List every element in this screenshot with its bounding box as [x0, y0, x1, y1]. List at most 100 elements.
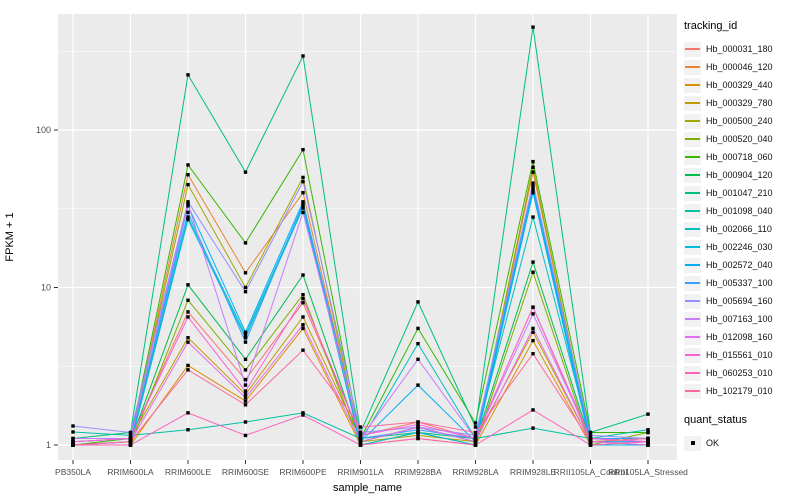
legend-item-label: Hb_000046_120	[706, 62, 773, 72]
data-point	[646, 412, 650, 416]
data-point	[301, 54, 305, 58]
data-point	[301, 348, 305, 352]
data-point	[71, 430, 75, 434]
data-point	[531, 312, 535, 316]
data-point	[531, 305, 535, 309]
legend-item: Hb_012098_160	[684, 328, 798, 346]
legend-panel: tracking_id Hb_000031_180 Hb_000046_120 Hb…	[684, 20, 798, 452]
legend-item-label: Hb_002246_030	[706, 242, 773, 252]
x-tick-label: RRIM928BA	[394, 467, 442, 477]
data-point	[531, 181, 535, 185]
data-point	[243, 368, 248, 372]
legend-item: Hb_102179_010	[684, 382, 798, 400]
data-point	[301, 323, 305, 327]
data-point	[588, 443, 593, 447]
data-point	[301, 413, 305, 417]
legend-item: Hb_000031_180	[684, 40, 798, 58]
x-tick-label: RRIM600LA	[107, 467, 154, 477]
data-point	[646, 439, 650, 444]
data-point	[128, 433, 133, 438]
data-point	[531, 190, 535, 195]
data-point	[243, 290, 248, 294]
data-point	[531, 270, 535, 274]
data-point	[301, 326, 305, 331]
data-point	[416, 326, 420, 331]
x-tick-label: RRII105LA_Stressed	[608, 467, 688, 477]
legend-key-swatch	[684, 221, 701, 237]
data-point	[531, 159, 535, 164]
data-point	[416, 420, 420, 424]
data-point	[646, 430, 650, 435]
legend-item-label: Hb_000718_060	[706, 152, 773, 162]
data-point	[301, 210, 305, 215]
data-point	[531, 426, 535, 430]
series-color-line-icon	[685, 66, 700, 68]
legend-item: Hb_002572_040	[684, 256, 798, 274]
y-axis-title: FPKM + 1	[4, 212, 16, 261]
data-point	[301, 200, 305, 204]
legend-key-swatch	[684, 59, 701, 75]
legend-item-label: Hb_001098_040	[706, 206, 773, 216]
data-point	[243, 241, 248, 245]
series-color-line-icon	[685, 372, 700, 374]
data-point	[646, 428, 650, 432]
black-point-icon	[690, 441, 695, 445]
legend-key-swatch	[684, 167, 701, 183]
legend-item: Hb_015561_010	[684, 346, 798, 364]
data-point	[301, 293, 305, 297]
data-point	[186, 215, 190, 219]
data-point	[531, 165, 535, 169]
legend-item-label: Hb_060253_010	[706, 368, 773, 378]
series-color-line-icon	[685, 210, 700, 212]
data-point	[531, 351, 535, 356]
data-point	[186, 210, 190, 215]
data-point	[186, 368, 190, 372]
series-color-line-icon	[685, 354, 700, 356]
legend-item-label: Hb_015561_010	[706, 350, 773, 360]
data-point	[646, 443, 650, 447]
legend-item: Hb_007163_100	[684, 310, 798, 328]
data-point	[301, 147, 305, 152]
data-point	[301, 175, 305, 180]
data-point	[531, 184, 535, 188]
legend-item-ok: OK	[684, 434, 798, 452]
series-color-line-icon	[685, 48, 700, 50]
legend-key-swatch	[684, 311, 701, 327]
data-point	[416, 430, 420, 435]
data-point	[416, 357, 420, 362]
legend-item: Hb_002066_110	[684, 220, 798, 238]
data-point	[243, 377, 248, 382]
data-point	[243, 271, 248, 275]
y-tick-label: 1	[46, 440, 51, 450]
legend-item-label: OK	[706, 438, 720, 448]
data-point	[301, 206, 305, 210]
data-point	[301, 179, 305, 184]
legend-key-swatch	[684, 383, 701, 399]
data-point	[71, 439, 75, 444]
data-point	[186, 310, 190, 314]
data-point	[186, 173, 190, 177]
data-point	[416, 425, 420, 429]
legend-item-label: Hb_102179_010	[706, 386, 773, 396]
data-point	[186, 340, 190, 344]
data-point	[301, 411, 305, 415]
legend-item-label: Hb_002572_040	[706, 260, 773, 270]
data-point	[301, 301, 305, 305]
legend-item: Hb_060253_010	[684, 364, 798, 382]
data-point	[71, 436, 75, 441]
data-point	[646, 436, 650, 441]
x-tick-label: RRIM600LE	[165, 467, 212, 477]
x-tick-label: RRIM901LA	[337, 467, 384, 477]
data-point	[301, 296, 305, 301]
legend-key-swatch	[684, 113, 701, 129]
legend-item-label: Hb_007163_100	[706, 314, 773, 324]
series-color-line-icon	[685, 282, 700, 284]
data-point	[358, 439, 363, 444]
data-point	[186, 163, 190, 167]
data-point	[301, 204, 305, 208]
series-color-line-icon	[685, 84, 700, 86]
data-point	[128, 439, 133, 444]
data-point	[186, 298, 190, 302]
data-point	[473, 436, 478, 441]
